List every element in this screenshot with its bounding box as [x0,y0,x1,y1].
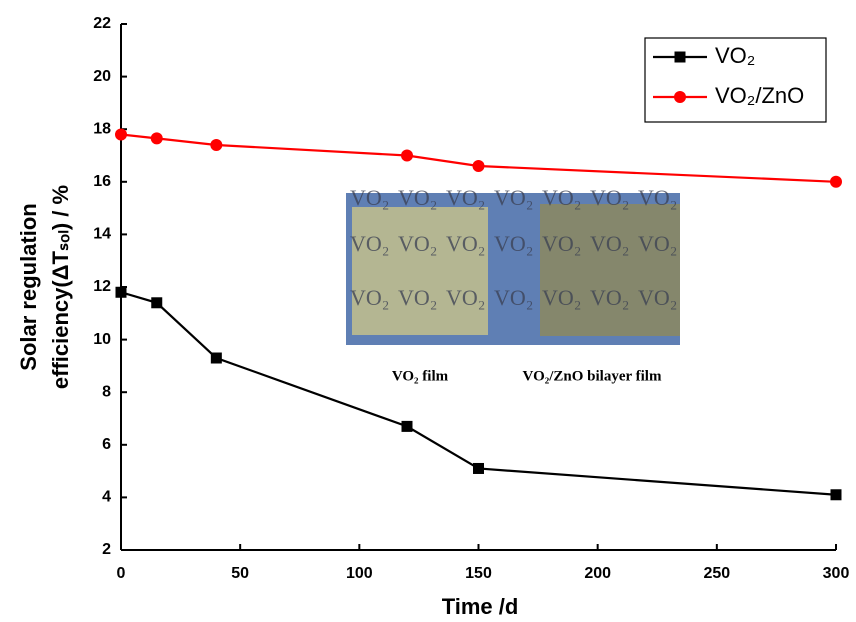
inset-watermark: VO₂ [350,185,389,210]
bilayer-film-sample [540,204,680,336]
data-point [402,421,413,432]
inset-watermark: VO₂ [638,185,677,210]
legend-label: VO₂ [715,43,755,68]
x-tick-label: 300 [823,565,850,582]
legend-marker [674,91,686,103]
inset-watermark: VO₂ [590,285,629,310]
data-point [830,176,842,188]
data-point [151,297,162,308]
inset-watermark: VO₂ [542,285,581,310]
x-tick-label: 200 [584,565,611,582]
legend-label: VO₂/ZnO [715,83,804,108]
y-axis-label-line: Solar regulation [16,203,41,370]
y-tick-label: 4 [102,489,111,506]
inset-watermark: VO₂ [638,285,677,310]
data-point [116,287,127,298]
inset-watermark: VO₂ [494,185,533,210]
y-tick-label: 22 [93,15,111,32]
inset-watermark: VO₂ [398,231,437,256]
x-tick-label: 250 [703,565,730,582]
data-point [151,132,163,144]
x-tick-label: 50 [231,565,249,582]
inset-watermark: VO₂ [542,185,581,210]
series-line [121,134,836,181]
y-tick-label: 6 [102,436,111,453]
data-point [211,353,222,364]
inset-watermark: VO₂ [590,231,629,256]
y-tick-label: 18 [93,120,111,137]
y-tick-label: 2 [102,541,111,558]
vo2-film-sample [352,207,488,335]
x-tick-label: 100 [346,565,373,582]
x-tick-label: 150 [465,565,492,582]
y-axis-label: Solar regulation efficiency(ΔTₛₒₗ) / % [16,185,73,389]
data-point [115,128,127,140]
inset-caption: VO₂ film [392,368,449,384]
inset-watermark: VO₂ [350,285,389,310]
x-tick-label: 0 [117,565,126,582]
data-point [210,139,222,151]
inset-watermark: VO₂ [494,285,533,310]
data-point [473,160,485,172]
inset-watermarks: VO₂ VO₂ VO₂ VO₂ VO₂ VO₂ VO₂ VO₂ VO₂ VO₂ VO₂ VO₂ VO₂ V… [350,185,677,310]
inset-watermark: VO₂ [638,231,677,256]
y-axis-label-line: efficiency(ΔTₛₒₗ) / % [48,185,73,389]
data-point [473,463,484,474]
y-tick-label: 16 [93,173,111,190]
chart: VO₂ film VO₂/ZnO bilayer film Time /d So… [0,0,856,622]
inset-watermark: VO₂ [398,285,437,310]
inset-watermark: VO₂ [350,231,389,256]
x-axis-label: Time /d [442,594,519,619]
inset-caption: VO₂/ZnO bilayer film [523,368,662,384]
data-point [401,150,413,162]
inset-watermark: VO₂ [446,231,485,256]
y-tick-label: 14 [93,226,111,243]
y-tick-label: 12 [93,278,111,295]
inset-watermark: VO₂ [542,231,581,256]
y-tick-label: 20 [93,68,111,85]
legend-marker [675,52,686,63]
y-tick-label: 8 [102,383,111,400]
data-point [831,489,842,500]
inset-watermark: VO₂ [398,185,437,210]
inset-watermark: VO₂ [494,231,533,256]
inset-watermark: VO₂ [590,185,629,210]
inset-watermark: VO₂ [446,185,485,210]
inset-watermark: VO₂ [446,285,485,310]
legend: VO₂ VO₂/ZnO [645,38,826,122]
y-tick-label: 10 [93,331,111,348]
